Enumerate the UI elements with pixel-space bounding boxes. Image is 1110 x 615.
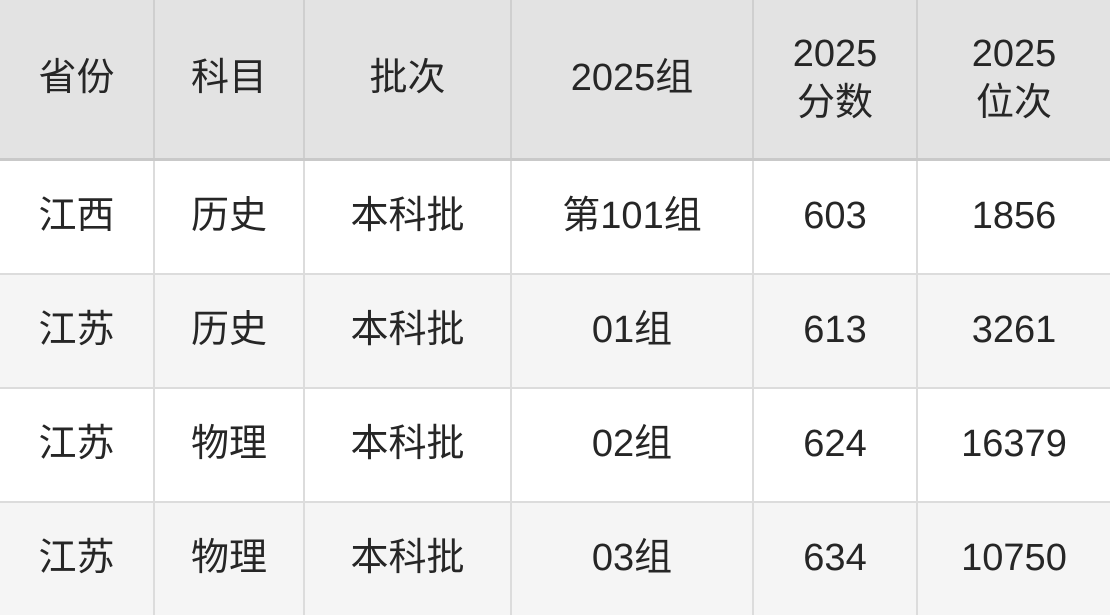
cell-batch: 本科批 [304,502,511,615]
cell-rank-2025: 1856 [917,160,1110,275]
cell-subject: 历史 [154,160,304,275]
cell-score-2025: 603 [753,160,917,275]
header-cell-batch: 批次 [304,0,511,160]
cell-score-2025: 613 [753,274,917,388]
cell-batch: 本科批 [304,388,511,502]
header-cell-score-2025: 2025 分数 [753,0,917,160]
cell-province: 江苏 [0,388,154,502]
cell-major-group: 03组 [511,502,753,615]
header-cell-major-group: 2025组 [511,0,753,160]
cell-province: 江苏 [0,274,154,388]
header-cell-rank-2025: 2025 位次 [917,0,1110,160]
header-cell-subject: 科目 [154,0,304,160]
cell-major-group: 02组 [511,388,753,502]
cell-score-2025: 624 [753,388,917,502]
cell-batch: 本科批 [304,274,511,388]
cell-major-group: 第101组 [511,160,753,275]
cell-subject: 物理 [154,388,304,502]
header-cell-province: 省份 [0,0,154,160]
cell-province: 江苏 [0,502,154,615]
cell-subject: 物理 [154,502,304,615]
cell-province: 江西 [0,160,154,275]
cell-score-2025: 634 [753,502,917,615]
cell-major-group: 01组 [511,274,753,388]
cell-rank-2025: 16379 [917,388,1110,502]
cell-subject: 历史 [154,274,304,388]
cell-rank-2025: 10750 [917,502,1110,615]
cell-rank-2025: 3261 [917,274,1110,388]
cell-batch: 本科批 [304,160,511,275]
